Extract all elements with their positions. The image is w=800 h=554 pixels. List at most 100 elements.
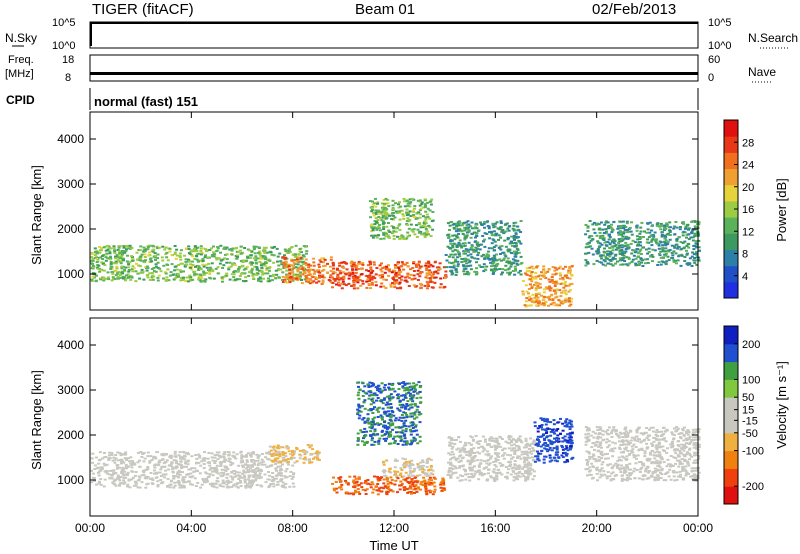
data-cell <box>357 491 361 493</box>
data-cell <box>419 213 422 216</box>
data-cell <box>106 276 110 279</box>
data-cell <box>398 409 402 412</box>
data-cell <box>308 268 312 271</box>
data-cell <box>302 245 306 248</box>
data-cell <box>377 423 381 426</box>
data-cell <box>189 278 192 281</box>
data-cell <box>409 443 413 446</box>
data-cell <box>195 250 199 252</box>
data-cell <box>107 459 111 461</box>
data-cell <box>110 279 114 282</box>
data-cell <box>211 474 215 477</box>
data-cell <box>255 484 259 487</box>
data-cell <box>128 460 131 463</box>
data-cell <box>242 469 246 472</box>
data-cell <box>419 412 423 415</box>
data-cell <box>626 264 630 267</box>
data-cell <box>178 256 182 258</box>
data-cell <box>617 238 621 241</box>
data-cell <box>370 481 374 484</box>
data-cell <box>566 271 570 274</box>
data-cell <box>403 437 407 440</box>
data-cell <box>452 456 456 459</box>
data-cell <box>282 266 286 269</box>
data-cell <box>100 261 104 264</box>
data-cell <box>427 474 431 477</box>
data-cell <box>388 468 392 471</box>
data-cell <box>193 272 197 275</box>
data-cell <box>477 229 481 232</box>
data-cell <box>659 250 663 253</box>
data-cell <box>408 202 412 205</box>
data-cell <box>256 475 259 478</box>
data-cell <box>157 274 161 277</box>
data-cell <box>407 285 411 287</box>
data-cell <box>207 262 211 265</box>
data-cell <box>372 488 376 491</box>
data-cell <box>331 272 335 275</box>
data-cell <box>255 453 259 456</box>
data-cell <box>239 245 243 248</box>
colorbar-tick-label: 20 <box>742 182 754 194</box>
data-cell <box>627 257 631 260</box>
data-cell <box>381 273 385 276</box>
data-cell <box>259 257 263 260</box>
data-cell <box>479 266 483 268</box>
data-cell <box>385 401 389 404</box>
y-tick-label: 4000 <box>57 132 84 146</box>
data-cell <box>202 265 206 268</box>
data-cell <box>396 470 399 473</box>
data-cell <box>356 287 360 290</box>
data-cell <box>261 460 265 463</box>
data-cell <box>465 234 469 237</box>
data-cell <box>114 270 118 273</box>
data-cell <box>465 450 469 453</box>
data-cell <box>429 465 433 467</box>
data-cell <box>152 469 156 472</box>
data-cell <box>173 277 177 280</box>
data-cell <box>627 256 631 259</box>
data-cell <box>119 462 123 465</box>
data-cell <box>428 272 432 275</box>
data-cell <box>251 274 255 277</box>
data-cell <box>215 451 219 454</box>
data-cell <box>639 244 643 247</box>
data-cell <box>286 458 290 460</box>
data-cell <box>274 454 278 457</box>
data-cell <box>419 385 422 388</box>
data-cell <box>216 458 220 461</box>
data-cell <box>463 234 467 237</box>
data-cell <box>108 250 112 253</box>
data-cell <box>188 279 192 282</box>
data-cell <box>365 280 369 283</box>
data-cell <box>425 493 429 496</box>
data-cell <box>418 401 422 404</box>
data-cell <box>283 475 287 478</box>
data-cell <box>511 270 515 272</box>
data-cell <box>207 476 210 478</box>
data-cell <box>165 459 169 462</box>
data-cell <box>357 260 361 263</box>
data-cell <box>366 383 370 386</box>
data-cell <box>206 457 210 460</box>
data-cell <box>359 268 363 271</box>
data-cell <box>406 217 410 220</box>
data-cell <box>399 435 403 438</box>
data-cell <box>529 443 533 446</box>
data-cell <box>344 273 348 276</box>
data-cell <box>322 261 325 264</box>
data-cell <box>329 269 333 272</box>
data-cell <box>450 270 454 273</box>
data-cell <box>527 288 531 290</box>
data-cell <box>389 397 393 400</box>
data-cell <box>107 245 111 248</box>
data-cell <box>333 277 337 280</box>
data-cell <box>240 454 244 457</box>
data-cell <box>546 270 550 273</box>
data-cell <box>691 239 695 242</box>
data-cell <box>458 479 462 482</box>
data-cell <box>328 265 332 268</box>
data-cell <box>513 447 517 450</box>
data-cell <box>211 459 215 462</box>
data-cell <box>693 228 697 231</box>
